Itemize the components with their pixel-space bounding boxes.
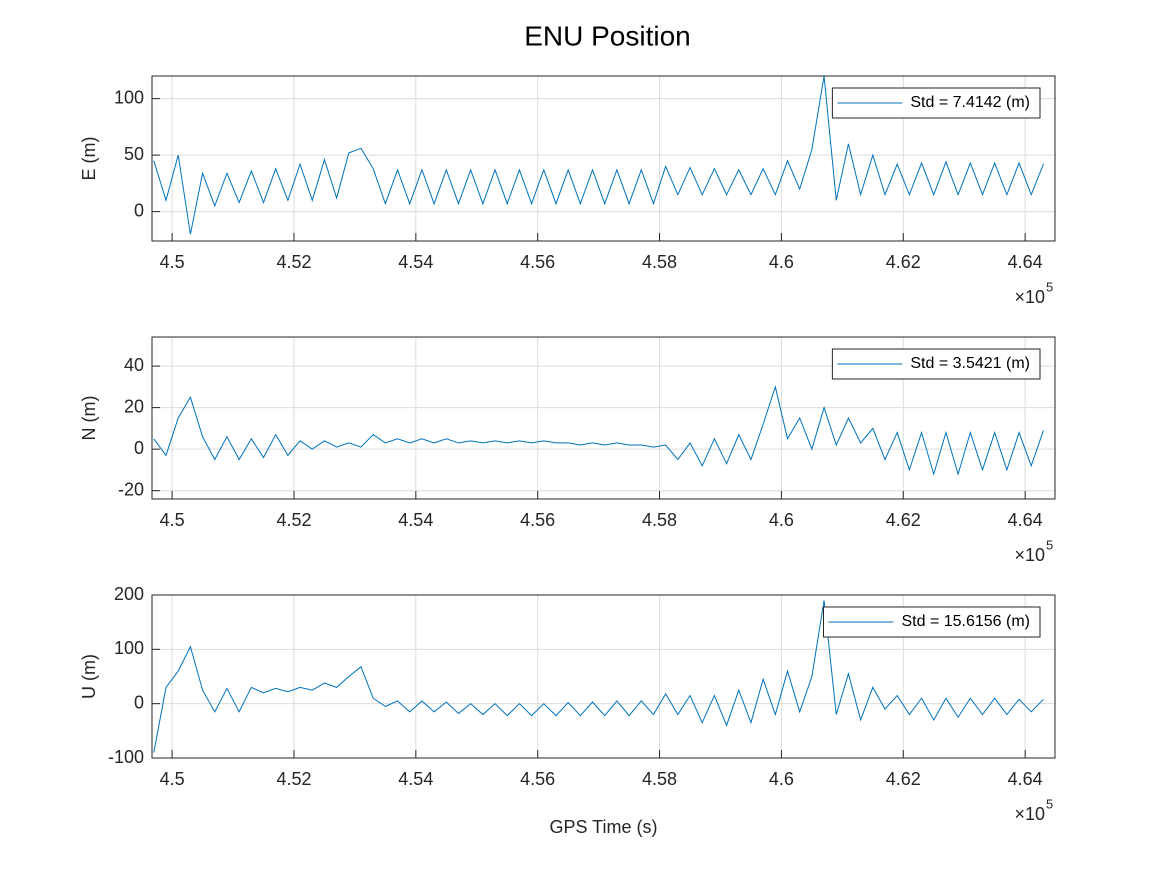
x-tick-label: 4.64 bbox=[1008, 510, 1043, 530]
data-line bbox=[153, 384, 1044, 476]
axes-box bbox=[151, 594, 1056, 759]
x-tick-label: 4.58 bbox=[642, 252, 677, 272]
x-tick-label: 4.6 bbox=[769, 252, 794, 272]
x-tick-label: 4.56 bbox=[520, 510, 555, 530]
y-axis-label: U (m) bbox=[79, 654, 99, 699]
legend-box bbox=[831, 87, 1041, 119]
x-tick-label: 4.52 bbox=[276, 252, 311, 272]
x-tick-label: 4.6 bbox=[769, 769, 794, 789]
x-tick-label: 4.64 bbox=[1008, 769, 1043, 789]
legend-label: Std = 15.6156 (m) bbox=[901, 613, 1030, 630]
legend: Std = 7.4142 (m) bbox=[831, 87, 1041, 119]
x-exponent: 5 bbox=[1046, 796, 1053, 811]
x-tick-label: 4.62 bbox=[886, 252, 921, 272]
x-tick-label: 4.58 bbox=[642, 769, 677, 789]
y-tick-label: 200 bbox=[114, 584, 144, 604]
x-tick-label: 4.54 bbox=[398, 252, 433, 272]
x-tick-label: 4.5 bbox=[160, 510, 185, 530]
y-tick-label: 100 bbox=[114, 87, 144, 107]
x-tick-label: 4.54 bbox=[398, 510, 433, 530]
y-tick-label: 50 bbox=[124, 144, 144, 164]
legend-label: Std = 3.5421 (m) bbox=[910, 355, 1030, 372]
x-exponent: 5 bbox=[1046, 279, 1053, 294]
y-tick-label: 0 bbox=[134, 200, 144, 220]
x-tick-label: 4.5 bbox=[160, 252, 185, 272]
y-tick-label: 0 bbox=[134, 692, 144, 712]
axes-box bbox=[151, 75, 1056, 242]
y-tick-label: 20 bbox=[124, 396, 144, 416]
x-tick-label: 4.64 bbox=[1008, 252, 1043, 272]
x-tick-label: 4.56 bbox=[520, 769, 555, 789]
legend: Std = 15.6156 (m) bbox=[822, 606, 1041, 638]
x-tick-label: 4.62 bbox=[886, 769, 921, 789]
x-tick-label: 4.6 bbox=[769, 510, 794, 530]
x-axis-label: GPS Time (s) bbox=[549, 817, 657, 837]
y-tick-label: 40 bbox=[124, 355, 144, 375]
y-tick-label: -100 bbox=[108, 747, 144, 767]
axes-box bbox=[151, 336, 1056, 500]
chart-title: ENU Position bbox=[524, 20, 691, 51]
x-exponent: 5 bbox=[1046, 537, 1053, 552]
y-tick-label: -20 bbox=[118, 479, 144, 499]
legend: Std = 3.5421 (m) bbox=[831, 348, 1041, 380]
x-multiplier: ×10 bbox=[1014, 287, 1045, 307]
x-tick-label: 4.5 bbox=[160, 769, 185, 789]
x-tick-label: 4.54 bbox=[398, 769, 433, 789]
x-tick-label: 4.58 bbox=[642, 510, 677, 530]
y-tick-label: 0 bbox=[134, 438, 144, 458]
x-tick-label: 4.52 bbox=[276, 510, 311, 530]
data-line bbox=[153, 76, 1044, 235]
y-axis-label: E (m) bbox=[79, 137, 99, 181]
y-tick-label: 100 bbox=[114, 638, 144, 658]
x-tick-label: 4.62 bbox=[886, 510, 921, 530]
x-tick-label: 4.52 bbox=[276, 769, 311, 789]
legend-label: Std = 7.4142 (m) bbox=[910, 94, 1030, 111]
x-multiplier: ×10 bbox=[1014, 804, 1045, 824]
data-line bbox=[153, 600, 1044, 753]
y-axis-label: N (m) bbox=[79, 396, 99, 441]
x-tick-label: 4.56 bbox=[520, 252, 555, 272]
x-multiplier: ×10 bbox=[1014, 545, 1045, 565]
